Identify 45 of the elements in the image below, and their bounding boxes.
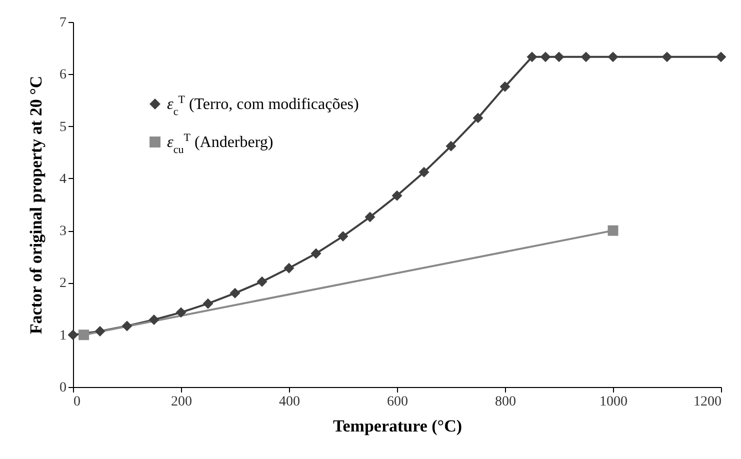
point	[526, 52, 538, 62]
x-axis-title: Temperature (°C)	[332, 416, 462, 436]
point	[230, 288, 240, 298]
point	[256, 276, 268, 287]
x-tick-label: 800	[495, 394, 516, 410]
point	[338, 231, 348, 242]
point	[310, 248, 322, 259]
legend-label: ε$_{cu}$$^{T}$ (Anderberg)	[167, 132, 274, 156]
point	[608, 225, 618, 236]
point	[122, 320, 132, 332]
point	[540, 52, 551, 62]
point	[446, 140, 456, 152]
x-tick-label: 0	[74, 394, 80, 410]
x-tick-label: 1000	[600, 394, 628, 410]
y-tick-label: 5	[60, 120, 66, 135]
y-tick-label: 1	[60, 328, 66, 344]
point	[176, 307, 186, 318]
point	[500, 81, 510, 92]
x-tick-label: 1200	[694, 394, 722, 410]
y-tick-label: 7	[60, 16, 66, 30]
point	[716, 52, 726, 62]
point	[94, 326, 106, 336]
point	[284, 262, 294, 274]
point	[554, 52, 564, 62]
point	[78, 330, 90, 340]
x-tick-label: 400	[279, 394, 300, 410]
point	[148, 314, 160, 325]
point	[608, 52, 618, 62]
x-tick-label: 600	[387, 394, 408, 410]
y-tick-label: 6	[60, 68, 66, 83]
point	[662, 52, 672, 62]
y-axis-title: Factor of original property at 20 °C	[26, 76, 46, 334]
point	[364, 212, 376, 222]
point	[472, 112, 484, 124]
x-tick-label: 200	[171, 394, 192, 410]
y-tick-label: 0	[60, 380, 66, 396]
point	[202, 298, 214, 309]
point	[418, 166, 430, 178]
y-tick-label: 3	[60, 224, 66, 240]
y-tick-label: 4	[60, 172, 66, 187]
legend-label: ε$_{c}$$^{T}$ (Terro, com modificações)	[167, 94, 359, 118]
point	[580, 52, 592, 62]
point	[68, 330, 78, 340]
point	[392, 190, 402, 201]
y-tick-label: 2	[60, 276, 66, 292]
